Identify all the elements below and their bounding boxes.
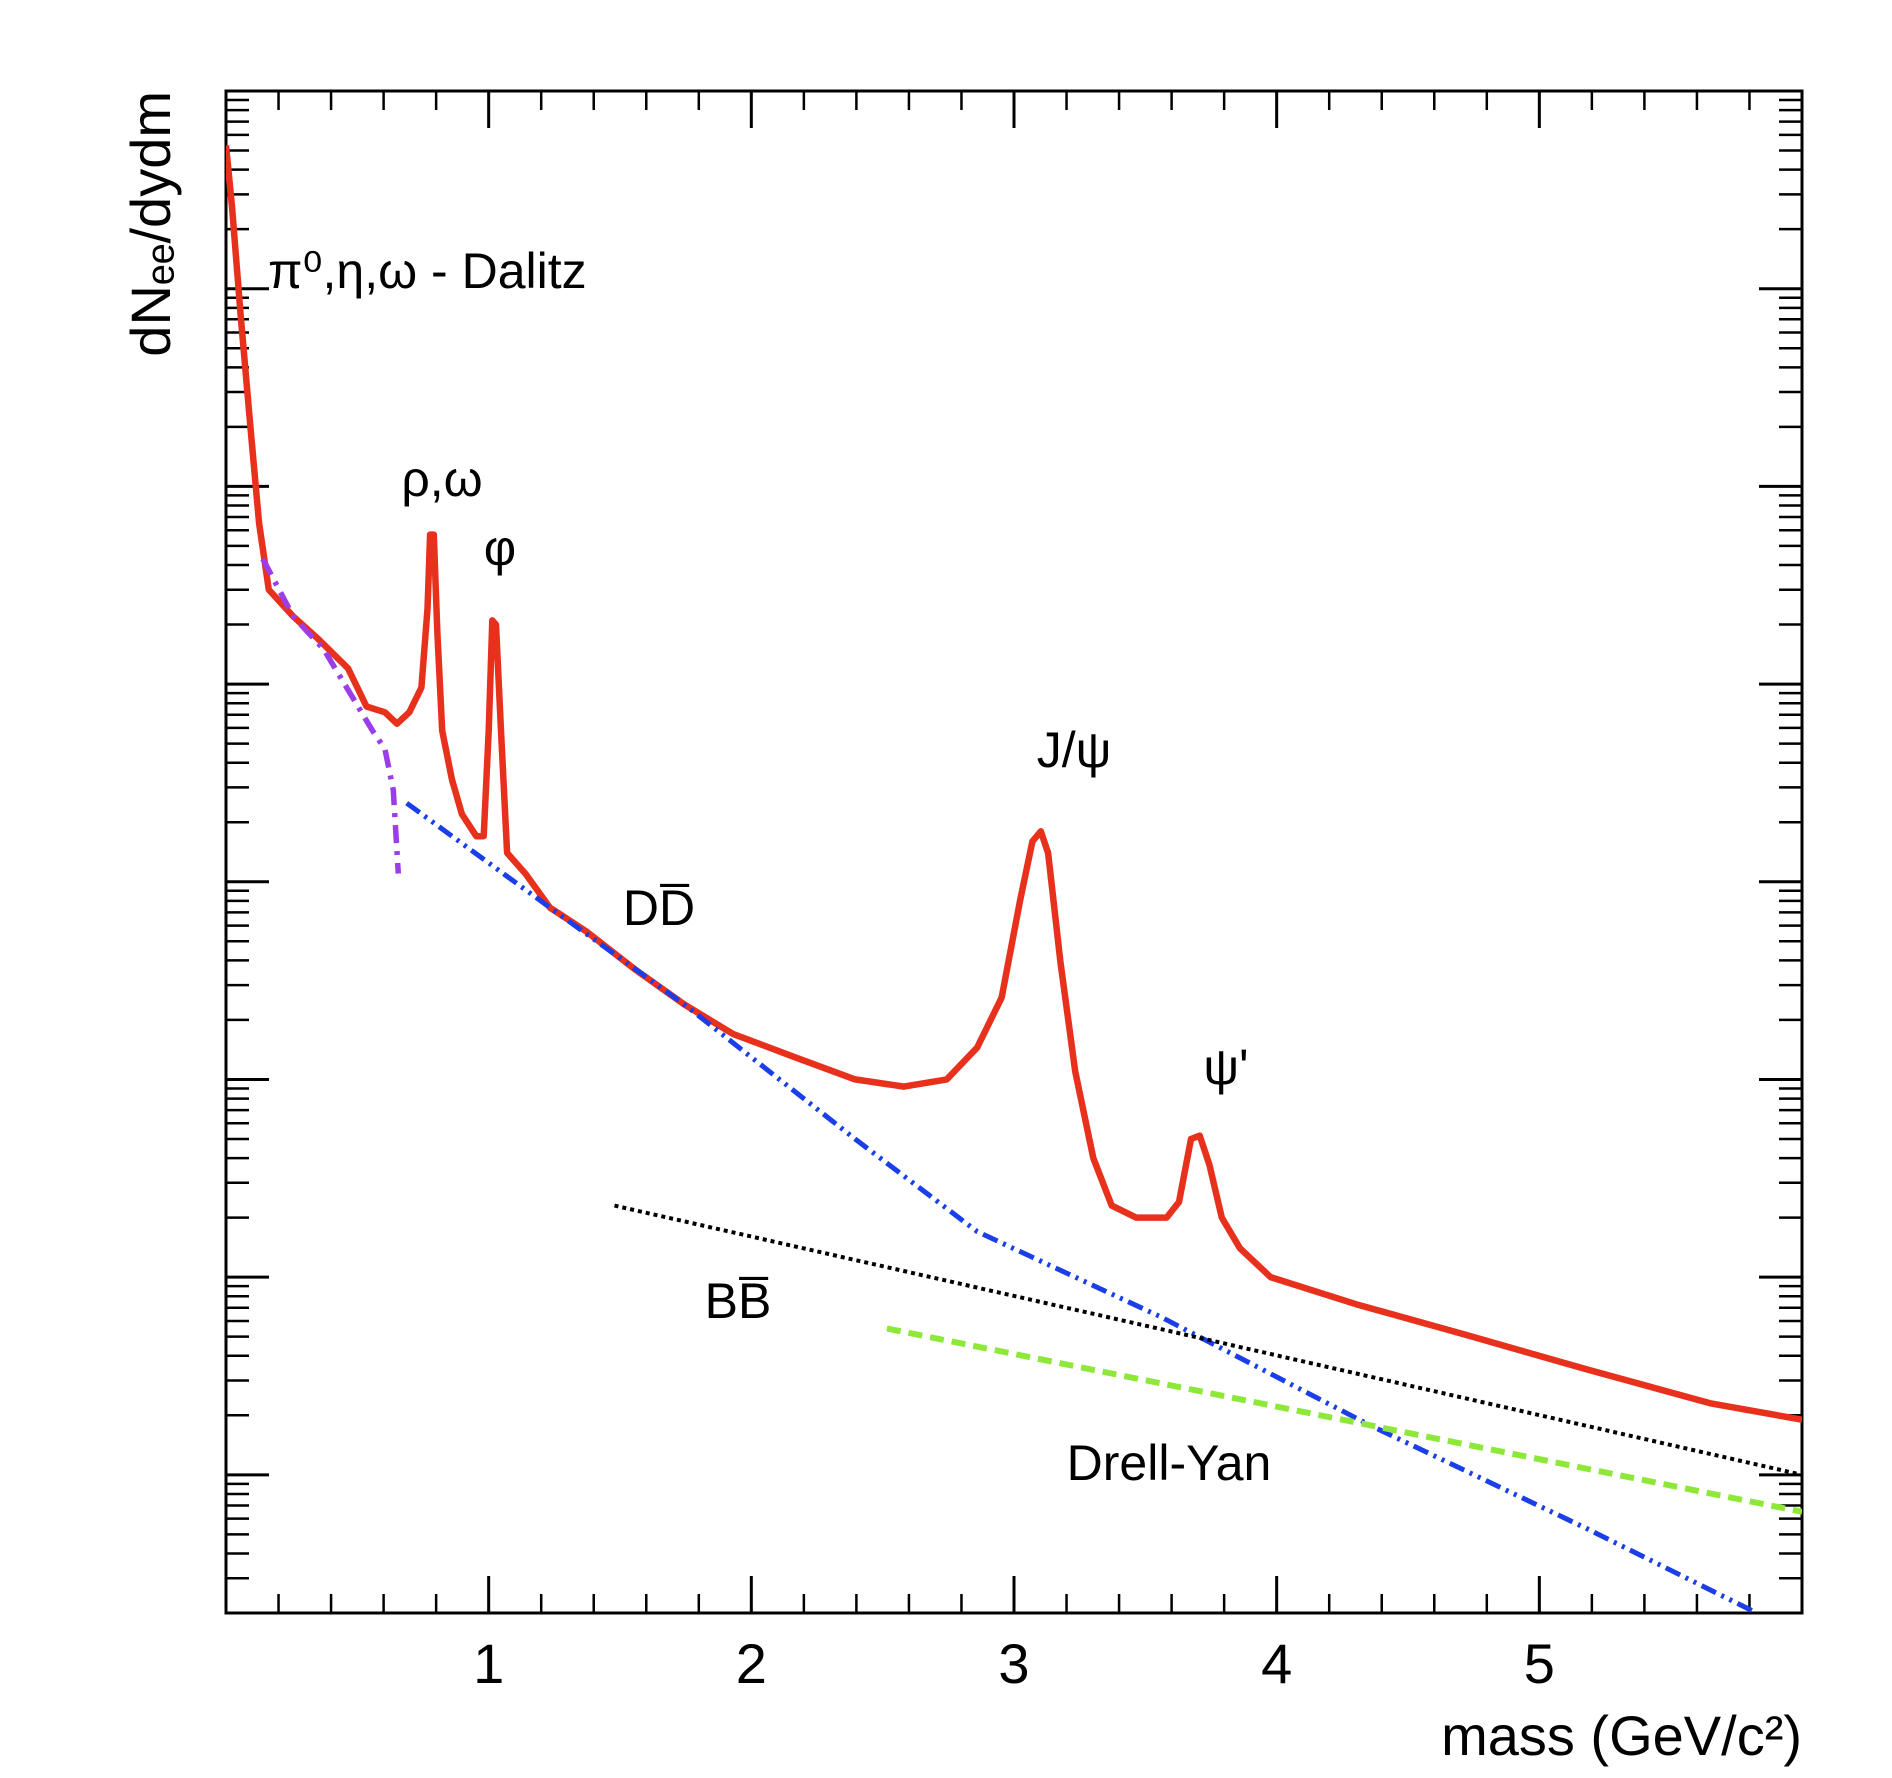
annotation: ρ,ω	[401, 451, 482, 507]
series-line	[226, 145, 1802, 1423]
annotation: J/ψ	[1037, 722, 1112, 778]
lines	[226, 145, 1802, 1613]
x-tick-label: 1	[473, 1632, 504, 1695]
x-tick-label: 3	[998, 1632, 1029, 1695]
y-axis-title: dNₑₑ/dydm	[119, 91, 182, 357]
annotation: ψ'	[1203, 1039, 1248, 1095]
x-axis-title: mass (GeV/c²)	[1441, 1704, 1802, 1767]
annotation: π⁰,η,ω - Dalitz	[268, 243, 587, 299]
x-tick-label: 2	[736, 1632, 767, 1695]
labels: π⁰,η,ω - Dalitz ρ,ω φ J/ψ DD̅ ψ' BB̅ Dre…	[119, 91, 1802, 1767]
series-line	[614, 1203, 1802, 1477]
ticks: 1 2 3 4 5	[226, 91, 1802, 1695]
series-line	[886, 1325, 1802, 1515]
x-tick-label: 4	[1261, 1632, 1292, 1695]
x-tick-label: 5	[1524, 1632, 1555, 1695]
annotation: DD̅	[623, 880, 695, 936]
series-line	[405, 801, 1758, 1613]
annotation: BB̅	[705, 1273, 772, 1329]
plot-frame	[224, 89, 1804, 1615]
annotation: Drell-Yan	[1067, 1435, 1272, 1491]
annotation: φ	[484, 520, 516, 576]
